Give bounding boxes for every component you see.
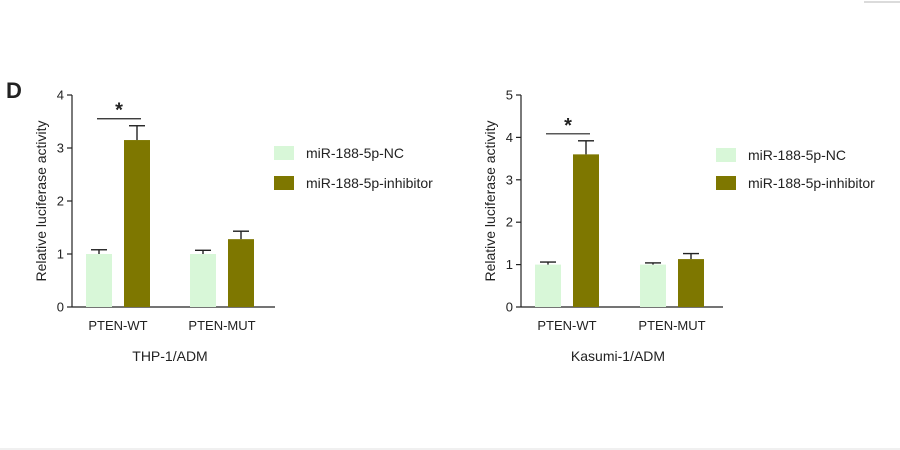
y-tick-label: 0 [57,300,64,315]
y-axis-label: Relative luciferase activity [482,120,498,281]
bar [678,259,704,307]
y-tick-label: 3 [506,172,513,187]
legend-swatch [716,148,736,162]
legend-swatch [274,146,294,160]
bar [190,254,216,307]
y-tick-label: 4 [506,130,513,145]
y-tick-label: 2 [57,194,64,209]
bar [228,239,254,307]
legend-label: miR-188-5p-inhibitor [748,175,875,191]
y-tick-label: 2 [506,215,513,230]
bar [86,254,112,307]
y-axis-label: Relative luciferase activity [33,120,49,281]
category-label: PTEN-WT [537,318,596,333]
bar [124,140,150,307]
x-axis-title: Kasumi-1/ADM [571,348,665,364]
bar [640,264,666,307]
y-tick-label: 1 [57,247,64,262]
legend-swatch [716,176,736,190]
category-label: PTEN-MUT [638,318,705,333]
y-tick-label: 1 [506,257,513,272]
legend-label: miR-188-5p-NC [306,145,404,161]
legend-swatch [274,176,294,190]
chart-thp1-adm: 0 1 2 3 4 Relative luciferase activity PTEN-WT… [33,88,433,365]
category-label: PTEN-MUT [188,318,255,333]
significance-mark: * [115,100,123,122]
legend-label: miR-188-5p-NC [748,147,846,163]
bar [573,154,599,307]
y-tick-label: 0 [506,300,513,315]
y-tick-label: 5 [506,88,513,103]
category-label: PTEN-WT [88,318,147,333]
legend-label: miR-188-5p-inhibitor [306,175,433,191]
bar [535,264,561,307]
panel-letter: D [6,78,22,103]
y-tick-label: 4 [57,88,64,103]
chart-kasumi1-adm: 0 1 2 3 4 5 Relative luciferase activity PTEN-W… [482,88,875,365]
significance-mark: * [564,115,572,137]
y-tick-label: 3 [57,141,64,156]
x-axis-title: THP-1/ADM [132,348,207,364]
